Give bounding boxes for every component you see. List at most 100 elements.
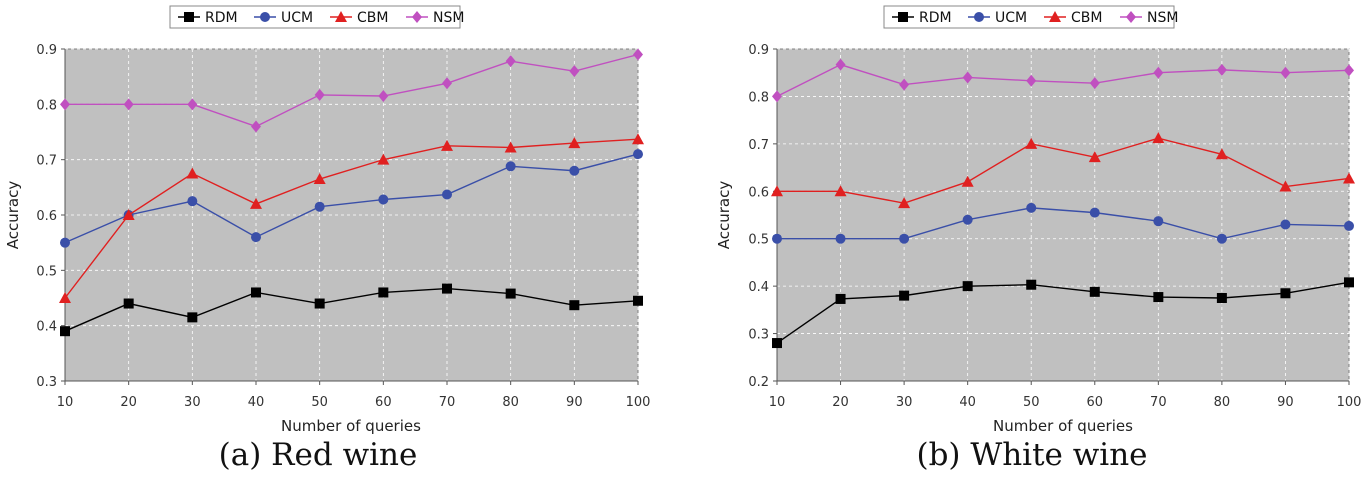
data-point-nsm [1280, 66, 1291, 79]
y-axis-label: Accuracy [715, 181, 733, 250]
data-point-ucm [60, 237, 70, 248]
x-tick-label: 10 [57, 395, 74, 410]
x-tick-label: 70 [439, 395, 456, 410]
data-point-nsm [505, 55, 516, 68]
data-point-ucm [1280, 219, 1291, 230]
chart-panel-2: 10 20 30 40 50 60 70 80 90 100 0.2 0.3 0.4 0.5 0.6 0.7 0… [715, 5, 1362, 473]
y-tick-label: 0.6 [748, 185, 769, 200]
data-point-rdm [378, 287, 389, 298]
legend-label-ucm: UCM [995, 10, 1027, 26]
y-tick-label: 0.4 [36, 320, 57, 335]
data-point-ucm [1026, 202, 1037, 213]
data-point-ucm [505, 161, 516, 172]
x-tick-label: 100 [626, 395, 651, 410]
data-point-ucm [1153, 216, 1164, 227]
legend-marker-rdm [184, 12, 194, 22]
legend-marker-ucm [974, 12, 984, 22]
y-tick-label: 0.6 [36, 209, 57, 224]
plot-area [776, 48, 1350, 382]
series-line-cbm [777, 137, 1350, 204]
x-tick-label: 80 [502, 395, 519, 410]
legend-label-nsm: NSM [433, 10, 464, 26]
data-point-nsm [378, 90, 389, 103]
data-point-cbm [122, 209, 135, 220]
data-point-ucm [962, 214, 973, 225]
data-point-rdm [835, 293, 846, 304]
x-tick-label: 80 [1214, 395, 1231, 410]
y-tick-label: 0.8 [36, 98, 57, 113]
legend-label-cbm: CBM [357, 10, 388, 26]
data-point-nsm [60, 98, 70, 111]
x-tick-label: 70 [1150, 395, 1167, 410]
x-tick-label: 30 [184, 395, 201, 410]
y-tick-label: 0.5 [36, 264, 57, 279]
y-axis-label: Accuracy [4, 181, 22, 250]
data-point-nsm [187, 98, 198, 111]
legend-label-nsm: NSM [1147, 10, 1178, 26]
x-tick-label: 60 [1087, 395, 1104, 410]
series-line-ucm [64, 153, 639, 244]
y-tick-label: 0.7 [748, 138, 769, 153]
series-line-rdm [776, 281, 1350, 344]
data-point-nsm [1026, 74, 1037, 87]
data-point-cbm [250, 197, 262, 209]
y-tick-label: 0.9 [36, 43, 57, 58]
data-point-nsm [123, 98, 134, 111]
legend-marker-ucm [260, 12, 270, 22]
data-point-rdm [569, 300, 580, 311]
legend-marker-nsm [412, 11, 422, 23]
data-point-rdm [962, 281, 973, 292]
data-point-cbm [377, 153, 390, 165]
data-point-nsm [899, 78, 910, 91]
data-point-cbm [313, 173, 326, 185]
series-cbm [59, 133, 644, 303]
data-point-nsm [442, 77, 452, 90]
legend-box [883, 5, 1175, 29]
data-point-cbm [834, 185, 847, 197]
data-point-ucm [442, 189, 452, 200]
series-line-cbm [64, 138, 639, 299]
y-tick-label: 0.3 [36, 375, 57, 390]
y-tick-label: 0.2 [748, 375, 769, 390]
panel-caption: (a) Red wine [219, 437, 418, 473]
data-point-rdm [442, 283, 452, 294]
series-line-nsm [776, 63, 1350, 98]
legend-marker-nsm [1126, 11, 1136, 23]
series-line-rdm [64, 287, 639, 332]
data-point-rdm [1344, 277, 1354, 288]
data-point-rdm [772, 338, 782, 349]
data-point-rdm [123, 298, 134, 309]
data-point-nsm [633, 48, 643, 61]
y-tick-label: 0.4 [748, 280, 769, 295]
legend-label-ucm: UCM [281, 10, 313, 26]
legend-marker-cbm [335, 11, 347, 22]
series-ucm [60, 149, 643, 248]
data-point-rdm [1153, 292, 1164, 303]
series-ucm [772, 202, 1354, 244]
series-line-ucm [777, 207, 1350, 240]
data-point-ucm [569, 165, 580, 176]
data-point-rdm [1216, 293, 1227, 303]
series-nsm [60, 48, 643, 133]
series-cbm [771, 132, 1355, 209]
x-tick-label: 60 [375, 395, 392, 410]
data-point-rdm [1089, 286, 1100, 297]
legend-marker-rdm [898, 12, 908, 22]
legend-label-cbm: CBM [1071, 10, 1102, 26]
x-tick-label: 90 [566, 395, 583, 410]
data-point-cbm [632, 133, 644, 145]
y-tick-label: 0.3 [748, 328, 769, 343]
y-tick-label: 0.7 [36, 154, 57, 169]
data-point-rdm [251, 287, 261, 298]
data-point-cbm [504, 141, 517, 153]
data-point-rdm [505, 288, 516, 299]
series-nsm [772, 58, 1354, 103]
legend: RDM UCM CBM NSM [169, 5, 464, 29]
series-line-nsm [65, 53, 639, 128]
data-point-cbm [1343, 172, 1355, 184]
x-tick-label: 100 [1337, 395, 1362, 410]
legend-label-rdm: RDM [205, 10, 238, 26]
data-point-cbm [441, 139, 453, 151]
legend-marker-cbm [1049, 11, 1061, 22]
